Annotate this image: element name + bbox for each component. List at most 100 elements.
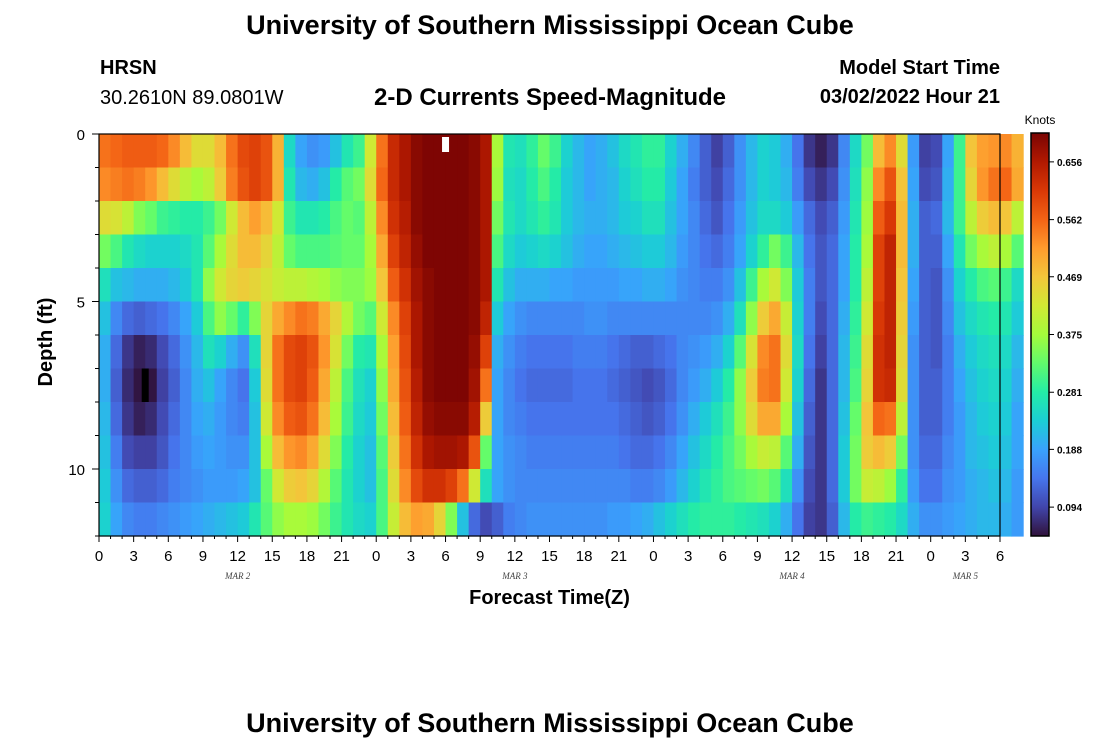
heatmap-cell [468,368,481,403]
heatmap-cell [491,268,504,303]
heatmap-cell [133,469,146,504]
heatmap-cell [202,167,216,202]
heatmap-cell [595,234,608,269]
heatmap-cell [561,502,574,537]
heatmap-cell [364,268,377,303]
heatmap-cell [549,234,562,269]
heatmap-cell [780,134,793,169]
heatmap-cell [641,234,655,269]
heatmap-cell [156,502,169,537]
heatmap-cell [688,134,701,169]
date-label: MAR 3 [501,571,528,581]
heatmap-cell [410,469,424,504]
heatmap-cell [260,234,273,269]
heatmap-cell [249,335,262,370]
heatmap-cell [318,134,331,169]
heatmap-cell [226,435,239,470]
heatmap-cell [410,134,424,169]
heatmap-cell [330,402,343,437]
heatmap-cell [572,201,585,236]
heatmap-cell [306,502,320,537]
heatmap-cell [306,201,320,236]
heatmap-cell [122,268,135,303]
heatmap-cell [665,167,678,202]
x-tick-label: 15 [818,548,835,565]
heatmap-cell [341,368,354,403]
heatmap-cell [1011,167,1024,202]
heatmap-cell [561,201,574,236]
colorbar [1030,132,1050,537]
heatmap-cell [584,268,597,303]
heatmap-cell [283,167,296,202]
heatmap-cell [249,234,262,269]
heatmap-cell [491,368,504,403]
heatmap-cell [422,201,435,236]
heatmap-cell [976,435,990,470]
heatmap-cell [179,167,193,202]
colorbar-tick-label: 0.188 [1057,445,1082,456]
heatmap-cell [272,368,285,403]
heatmap-cell [988,368,1001,403]
heatmap-cell [711,469,724,504]
heatmap-cell [191,268,204,303]
heatmap-cell [110,502,123,537]
heatmap-cell [99,402,112,437]
heatmap-cell [399,502,412,537]
heatmap-cell [653,201,666,236]
heatmap-cell [942,134,955,169]
heatmap-cell [410,268,424,303]
heatmap-cell [930,201,943,236]
heatmap-cell [653,502,666,537]
heatmap-cell [237,268,250,303]
heatmap-cell [445,201,458,236]
heatmap-cell [491,335,504,370]
x-tick-label: 21 [888,548,905,565]
heatmap-cell [676,335,689,370]
heatmap-cell [618,335,631,370]
heatmap-cell [272,201,285,236]
heatmap-cell [584,368,597,403]
heatmap-cell [376,335,389,370]
heatmap-cell [353,502,366,537]
heatmap-cell [688,201,701,236]
heatmap-cell [526,335,539,370]
heatmap-cell [976,469,990,504]
heatmap-cell [387,502,400,537]
heatmap-cell [145,134,158,169]
heatmap-cell [318,368,331,403]
heatmap-cell [133,502,146,537]
heatmap-cell [341,201,354,236]
heatmap-cell [942,402,955,437]
heatmap-cell [376,502,389,537]
heatmap-cell [295,368,308,403]
heatmap-cell [503,502,516,537]
heatmap-cell [572,134,585,169]
heatmap-cell [318,201,331,236]
heatmap-cell [249,301,262,336]
heatmap-cell [861,502,874,537]
heatmap-cell [815,469,828,504]
heatmap-cell [942,201,955,236]
heatmap-cell [653,301,666,336]
heatmap-cell [976,268,990,303]
heatmap-cell [260,268,273,303]
heatmap-cell [665,234,678,269]
heatmap-cell [965,435,978,470]
heatmap-cell [803,435,816,470]
heatmap-cell [884,167,897,202]
heatmap-cell [803,402,816,437]
heatmap-cell [295,502,308,537]
heatmap-cell [503,368,516,403]
heatmap-cell [237,167,250,202]
heatmap-cell [711,301,724,336]
heatmap-cell [757,268,770,303]
heatmap-cell [595,134,608,169]
heatmap-cell [907,335,920,370]
heatmap-cell [561,368,574,403]
heatmap-cell [780,167,793,202]
y-tick-label: 5 [77,295,85,312]
heatmap-cell [803,167,816,202]
heatmap-cell [168,402,181,437]
heatmap-cell [399,301,412,336]
heatmap-cell [179,502,193,537]
